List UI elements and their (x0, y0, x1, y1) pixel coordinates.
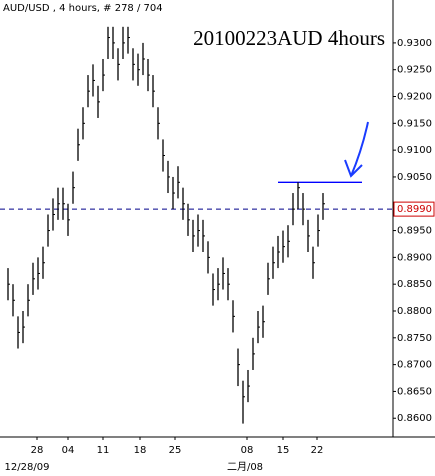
y-tick-label: 0.8750 (397, 333, 432, 344)
y-tick-label: 0.8650 (397, 386, 432, 397)
current-price-box (393, 201, 435, 217)
y-tick-label: 0.9250 (397, 65, 432, 76)
y-tick-label: 0.8700 (397, 360, 432, 371)
x-tick-label: 22 (311, 445, 324, 456)
y-tick-label: 0.8600 (397, 413, 432, 424)
chart-title: 20100223AUD 4hours (193, 26, 385, 50)
current-price-label: 0.8990 (397, 204, 432, 215)
x-tick-label: 28 (31, 445, 44, 456)
arrow-head (344, 159, 363, 178)
y-tick-label: 0.8850 (397, 279, 432, 290)
x-tick-label: 04 (62, 445, 75, 456)
x-tick-label-secondary: 12/28/09 (5, 462, 50, 473)
arrow-shaft (350, 121, 369, 177)
x-tick-label-secondary: 二月/08 (227, 461, 263, 473)
y-tick-label: 0.9300 (397, 38, 432, 49)
x-tick-label: 15 (277, 445, 290, 456)
x-tick-label: 11 (97, 445, 110, 456)
y-tick-label: 0.9150 (397, 118, 432, 129)
y-tick-label: 0.8900 (397, 252, 432, 263)
chart-header: AUD/USD , 4 hours, # 278 / 704 (3, 3, 163, 14)
y-tick-label: 0.8800 (397, 306, 432, 317)
x-tick-label: 18 (134, 445, 147, 456)
y-tick-label: 0.9200 (397, 92, 432, 103)
annotation-arrow (344, 121, 369, 178)
x-tick-label: 25 (169, 445, 182, 456)
x-tick-label: 08 (241, 445, 254, 456)
y-tick-label: 0.8950 (397, 226, 432, 237)
y-tick-label: 0.9050 (397, 172, 432, 183)
y-tick-label: 0.9100 (397, 145, 432, 156)
